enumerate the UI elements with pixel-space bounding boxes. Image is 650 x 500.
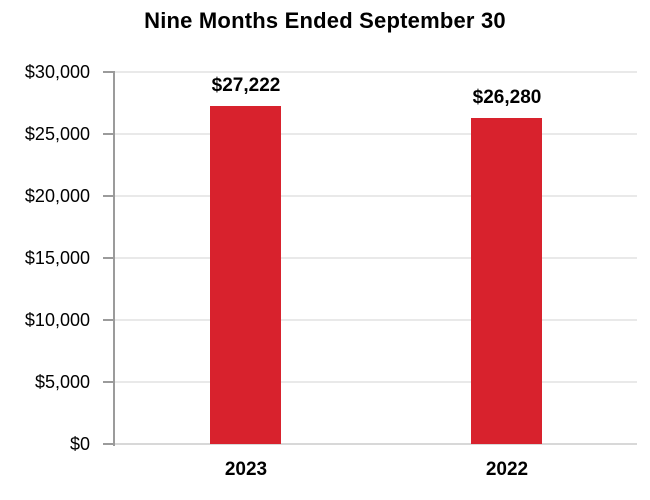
y-tick-label: $15,000 — [24, 248, 90, 268]
gridline — [115, 195, 637, 197]
y-tick — [103, 195, 113, 197]
y-axis-line — [113, 71, 115, 446]
gridline — [115, 381, 637, 383]
bar — [471, 118, 542, 444]
y-tick — [103, 71, 113, 73]
gridline — [115, 133, 637, 135]
y-tick-label: $30,000 — [24, 62, 90, 82]
y-tick — [103, 257, 113, 259]
y-tick-label: $5,000 — [34, 372, 90, 392]
gridline — [115, 319, 637, 321]
y-tick — [103, 319, 113, 321]
gridline — [115, 257, 637, 259]
gridline — [115, 71, 637, 73]
y-tick-label: $20,000 — [24, 186, 90, 206]
bar-value-label: $26,280 — [472, 87, 542, 108]
bar — [210, 106, 281, 444]
chart-title: Nine Months Ended September 30 — [144, 8, 506, 33]
gridline — [115, 443, 637, 445]
plot-area — [115, 71, 637, 445]
y-tick-label: $0 — [69, 434, 90, 454]
bar-value-label: $27,222 — [211, 75, 281, 96]
y-tick — [103, 443, 113, 445]
x-category-label: 2022 — [485, 459, 529, 480]
x-category-label: 2023 — [224, 459, 268, 480]
y-tick — [103, 133, 113, 135]
y-tick-label: $25,000 — [24, 124, 90, 144]
y-tick — [103, 381, 113, 383]
y-tick-label: $10,000 — [24, 310, 90, 330]
